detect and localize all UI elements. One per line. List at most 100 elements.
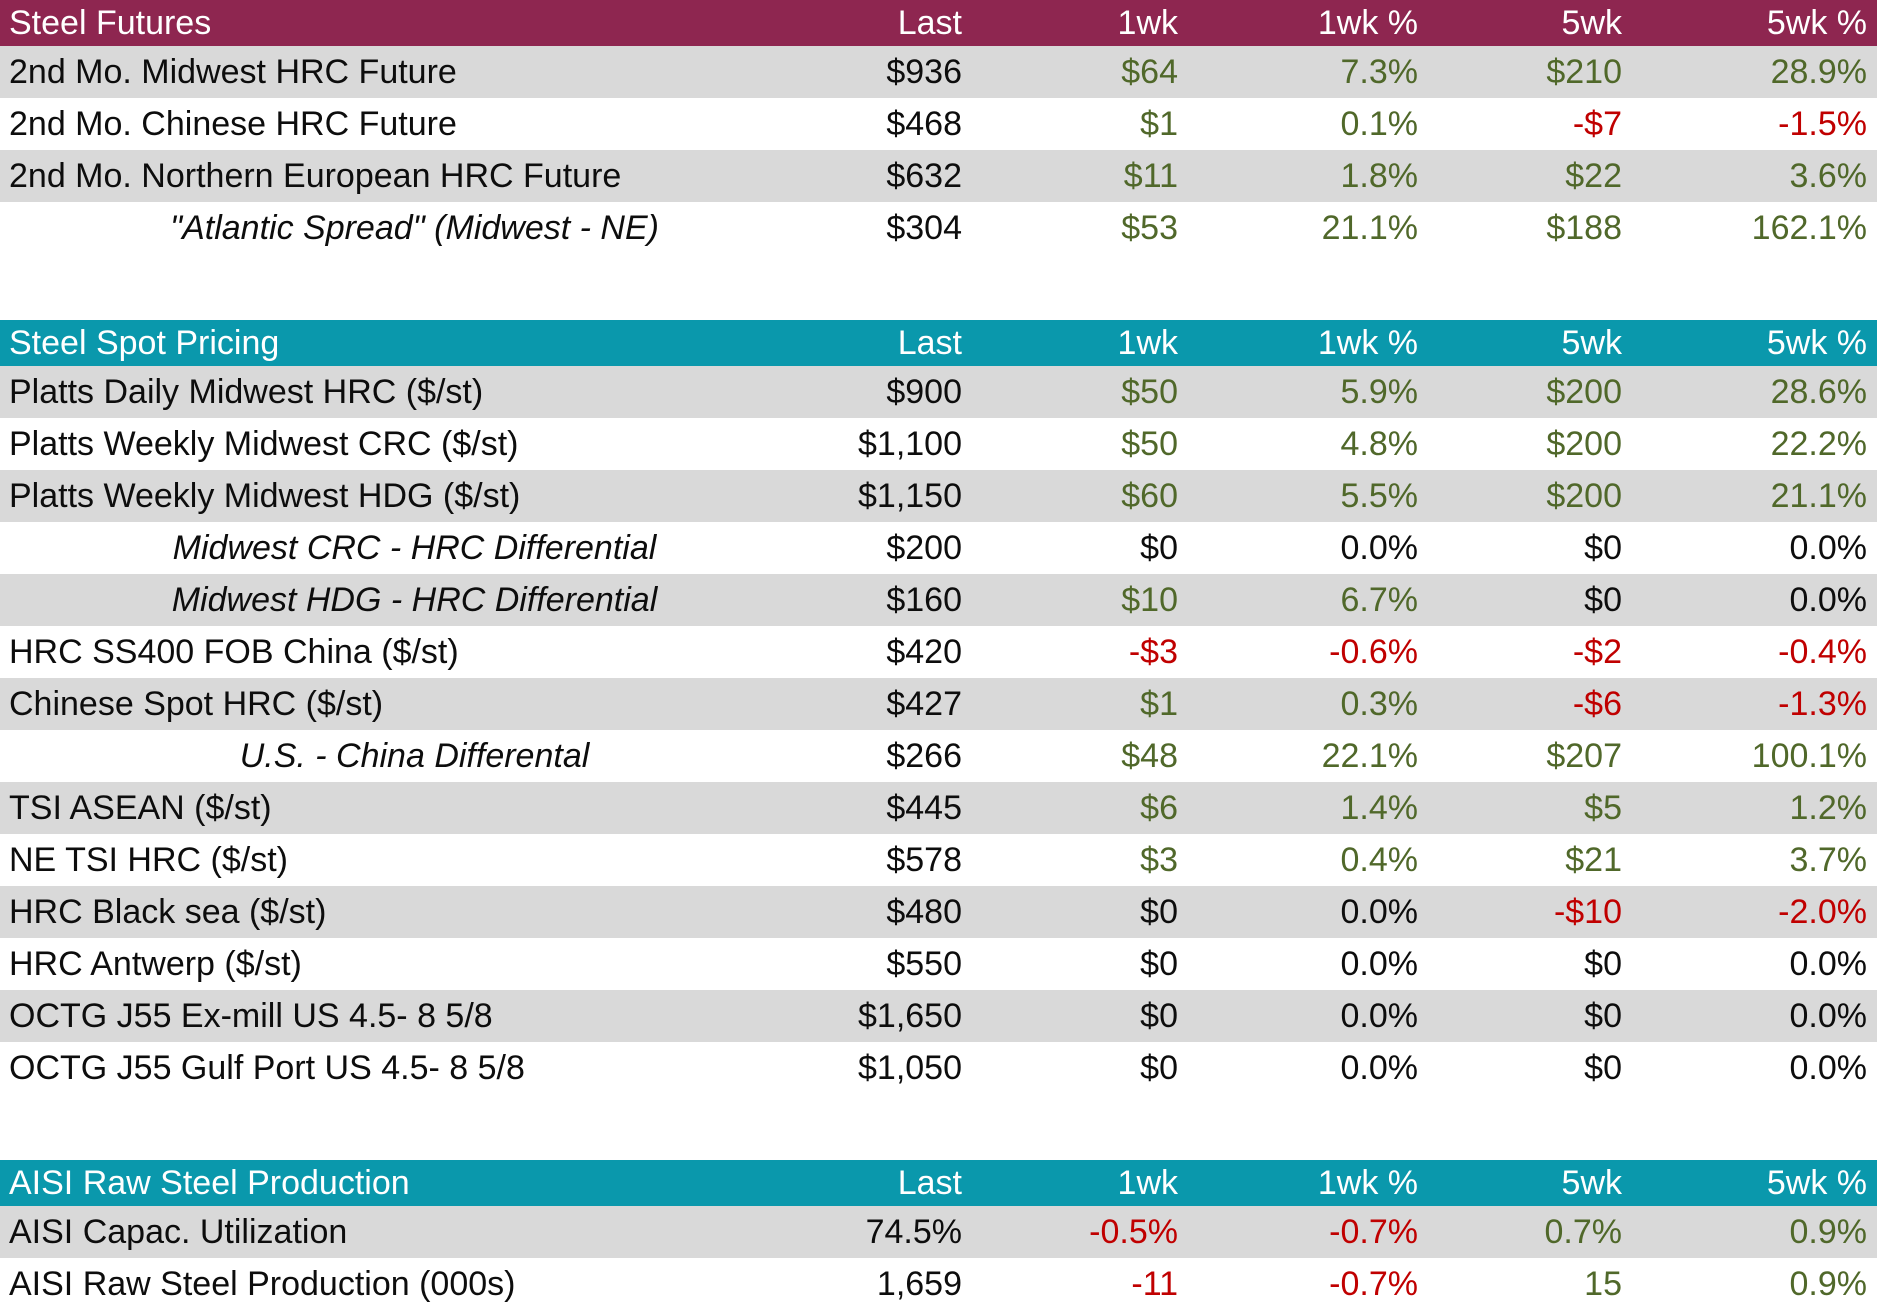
section-title: AISI Raw Steel Production [9, 1164, 410, 1202]
cell-1wk-pct: 0.3% [1340, 685, 1419, 723]
cell-5wk: 15 [1584, 1265, 1622, 1303]
cell-1wk: $48 [1121, 737, 1178, 775]
cell-5wk-pct: -2.0% [1778, 893, 1867, 931]
column-header-last: Last [897, 1164, 962, 1202]
cell-1wk-pct: 1.8% [1340, 157, 1419, 195]
cell-1wk: $11 [1123, 157, 1178, 195]
table-row: Chinese Spot HRC ($/st) $427 $1 0.3% -$6 -1.3… [0, 678, 1877, 730]
cell-last: $468 [886, 105, 962, 143]
column-header-5wk-pct: 5wk % [1766, 4, 1867, 42]
cell-1wk-pct: 22.1% [1321, 737, 1418, 775]
cell-last: $304 [886, 209, 962, 247]
cell-5wk-pct: 3.6% [1789, 157, 1868, 195]
section-header-row: Steel Futures Last 1wk 1wk % 5wk 5wk % [0, 0, 1877, 46]
cell-5wk: $21 [1565, 841, 1622, 879]
cell-5wk: $210 [1546, 53, 1622, 91]
cell-1wk: $10 [1121, 581, 1178, 619]
table-row: OCTG J55 Gulf Port US 4.5- 8 5/8 $1,050 $0… [0, 1042, 1877, 1094]
row-label: "Atlantic Spread" (Midwest - NE) [170, 209, 659, 247]
cell-last: $200 [886, 529, 962, 567]
table-row: Platts Daily Midwest HRC ($/st) $900 $50 5.… [0, 366, 1877, 418]
row-label: TSI ASEAN ($/st) [9, 789, 272, 827]
cell-5wk-pct: 162.1% [1751, 209, 1867, 247]
cell-last: $160 [886, 581, 962, 619]
cell-1wk-pct: -0.7% [1329, 1265, 1418, 1303]
column-header-5wk: 5wk [1561, 4, 1622, 42]
row-label: Platts Weekly Midwest HDG ($/st) [9, 477, 521, 515]
cell-1wk-pct: 0.0% [1340, 529, 1419, 567]
column-header-5wk-pct: 5wk % [1766, 1164, 1867, 1202]
cell-last: 74.5% [865, 1213, 962, 1251]
column-header-1wk-pct: 1wk % [1317, 324, 1418, 362]
cell-1wk: $3 [1140, 841, 1178, 879]
row-label: HRC SS400 FOB China ($/st) [9, 633, 459, 671]
cell-last: $427 [886, 685, 962, 723]
cell-1wk-pct: 5.5% [1340, 477, 1419, 515]
cell-last: $1,150 [858, 477, 962, 515]
cell-5wk: -$10 [1553, 893, 1622, 931]
table-row: Midwest CRC - HRC Differential $200 $0 0.0%… [0, 522, 1877, 574]
table-row: HRC Antwerp ($/st) $550 $0 0.0% $0 0.0% [0, 938, 1877, 990]
cell-5wk-pct: 0.0% [1789, 581, 1868, 619]
cell-5wk-pct: 21.1% [1770, 477, 1867, 515]
cell-1wk: -$3 [1128, 633, 1178, 671]
cell-5wk: $0 [1584, 945, 1622, 983]
row-label: 2nd Mo. Midwest HRC Future [9, 53, 457, 91]
row-label: AISI Raw Steel Production (000s) [9, 1265, 516, 1303]
cell-last: $900 [886, 373, 962, 411]
cell-last: $266 [886, 737, 962, 775]
cell-last: $550 [886, 945, 962, 983]
cell-last: $1,050 [858, 1049, 962, 1087]
cell-5wk: $188 [1546, 209, 1622, 247]
table-row: AISI Raw Steel Production (000s) 1,659 -11… [0, 1258, 1877, 1310]
cell-5wk-pct: 3.7% [1789, 841, 1868, 879]
cell-last: $480 [886, 893, 962, 931]
cell-1wk: $60 [1121, 477, 1178, 515]
table-row: 2nd Mo. Northern European HRC Future $632… [0, 150, 1877, 202]
cell-1wk-pct: 21.1% [1321, 209, 1418, 247]
cell-1wk: $50 [1121, 373, 1178, 411]
row-label: AISI Capac. Utilization [9, 1213, 348, 1251]
cell-5wk-pct: 22.2% [1770, 425, 1867, 463]
column-header-1wk: 1wk [1117, 4, 1178, 42]
cell-5wk: $200 [1546, 425, 1622, 463]
table-row: TSI ASEAN ($/st) $445 $6 1.4% $5 1.2% [0, 782, 1877, 834]
cell-5wk: $0 [1584, 529, 1622, 567]
cell-1wk-pct: 1.4% [1340, 789, 1419, 827]
cell-last: $420 [886, 633, 962, 671]
cell-1wk: $0 [1140, 1049, 1178, 1087]
cell-1wk-pct: 0.0% [1340, 893, 1419, 931]
table-row: 2nd Mo. Chinese HRC Future $468 $1 0.1% -$7 -… [0, 98, 1877, 150]
table-row: HRC SS400 FOB China ($/st) $420 -$3 -0.6% -$… [0, 626, 1877, 678]
cell-1wk-pct: 0.0% [1340, 945, 1419, 983]
table-row: 2nd Mo. Midwest HRC Future $936 $64 7.3% $21… [0, 46, 1877, 98]
cell-5wk-pct: 0.0% [1789, 997, 1868, 1035]
table-row: Midwest HDG - HRC Differential $160 $10 6.7… [0, 574, 1877, 626]
row-label: U.S. - China Differental [239, 737, 590, 775]
cell-1wk: $1 [1140, 105, 1178, 143]
row-label: OCTG J55 Ex-mill US 4.5- 8 5/8 [9, 997, 493, 1035]
table-row: Platts Weekly Midwest CRC ($/st) $1,100 $5… [0, 418, 1877, 470]
cell-5wk-pct: 1.2% [1789, 789, 1868, 827]
cell-5wk: $0 [1584, 1049, 1622, 1087]
cell-1wk-pct: 0.0% [1340, 1049, 1419, 1087]
column-header-last: Last [897, 4, 962, 42]
column-header-1wk-pct: 1wk % [1317, 1164, 1418, 1202]
row-label: HRC Black sea ($/st) [9, 893, 327, 931]
cell-1wk: $1 [1140, 685, 1178, 723]
cell-last: $1,650 [858, 997, 962, 1035]
cell-last: 1,659 [876, 1265, 962, 1303]
table-row: AISI Capac. Utilization 74.5% -0.5% -0.7% 0.… [0, 1206, 1877, 1258]
cell-1wk: $0 [1140, 529, 1178, 567]
table-row: "Atlantic Spread" (Midwest - NE) $304 $53 2… [0, 202, 1877, 254]
cell-5wk-pct: 0.0% [1789, 1049, 1868, 1087]
table-row: Platts Weekly Midwest HDG ($/st) $1,150 $6… [0, 470, 1877, 522]
cell-1wk-pct: 7.3% [1340, 53, 1419, 91]
cell-5wk-pct: 0.9% [1789, 1213, 1868, 1251]
cell-5wk: $0 [1584, 581, 1622, 619]
cell-5wk-pct: 100.1% [1751, 737, 1867, 775]
table-row: NE TSI HRC ($/st) $578 $3 0.4% $21 3.7% [0, 834, 1877, 886]
cell-1wk-pct: -0.6% [1329, 633, 1418, 671]
column-header-last: Last [897, 324, 962, 362]
cell-last: $445 [886, 789, 962, 827]
